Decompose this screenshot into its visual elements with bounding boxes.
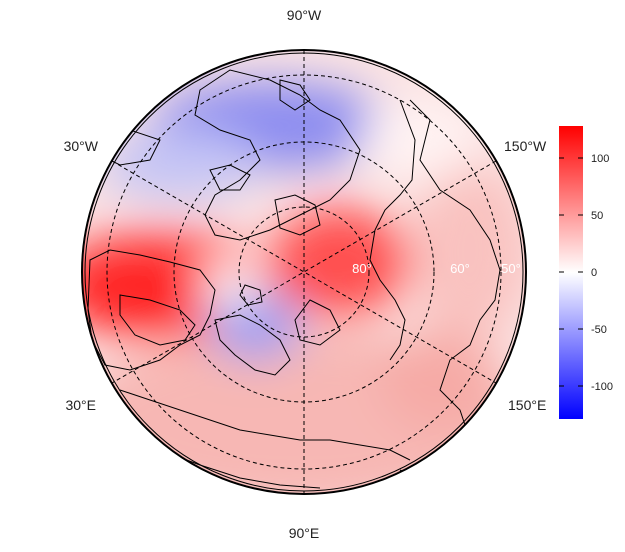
lon-label-upper-right: 150°W [504,138,547,154]
lon-label-upper-left: 30°W [64,138,99,154]
map-rim-inner [84,52,524,492]
graticule [106,50,502,494]
colorbar-tick-0: 0 [591,267,597,279]
lat-label-60: 60° [450,261,470,276]
map-rim-outer [81,49,527,495]
anomaly-field [82,50,526,494]
colorbar: 100 50 0 -50 -100 [559,126,613,419]
meridian-30w [111,160,497,384]
lon-label-lower-right: 150°E [508,397,546,413]
colorbar-ticks [559,157,583,387]
meridian-150w [111,160,497,384]
negative-anomaly-siberia [207,291,303,359]
lon-label-bottom: 90°E [289,525,320,541]
lat-label-50: 50° [501,261,521,276]
lon-label-lower-left: 30°E [65,397,96,413]
colorbar-tick-100: 100 [591,153,609,165]
colorbar-tick-neg50: -50 [591,324,607,336]
colorbar-tick-neg100: -100 [591,381,613,393]
positive-anomaly-arctic [270,207,410,317]
lon-label-top: 90°W [287,7,322,23]
colorbar-tick-50: 50 [591,210,603,222]
lat-label-80: 80° [352,261,372,276]
